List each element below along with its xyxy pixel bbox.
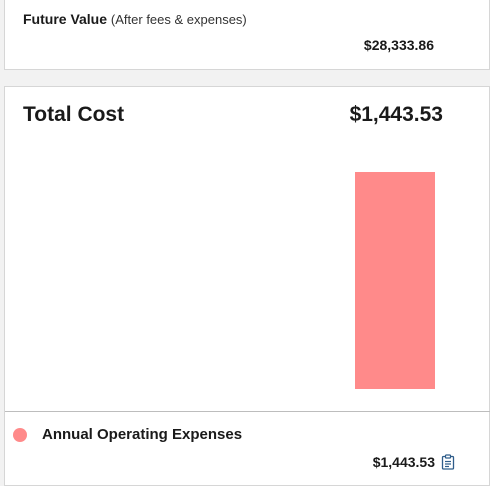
future-value-amount: $28,333.86 [363,37,434,53]
total-cost-card: Total Cost $1,443.53 Annual Operating Ex… [4,86,490,486]
legend-color-dot [13,428,27,442]
legend-label: Annual Operating Expenses [42,426,243,443]
total-cost-amount: $1,443.53 [349,103,443,126]
future-value-title: Future Value [23,11,108,27]
legend-amount: $1,443.53 [372,454,435,470]
clipboard-icon[interactable] [441,454,455,470]
legend-divider [5,411,490,412]
future-value-subtitle: (After fees & expenses) [110,12,247,27]
future-value-heading: Future Value (After fees & expenses) [23,11,247,27]
legend-value-row: $1,443.53 [373,454,455,470]
cost-bar-chart [5,149,490,389]
future-value-card: Future Value (After fees & expenses) $28… [4,0,490,70]
chart-bar [355,172,435,389]
total-cost-label: Total Cost [23,103,125,126]
